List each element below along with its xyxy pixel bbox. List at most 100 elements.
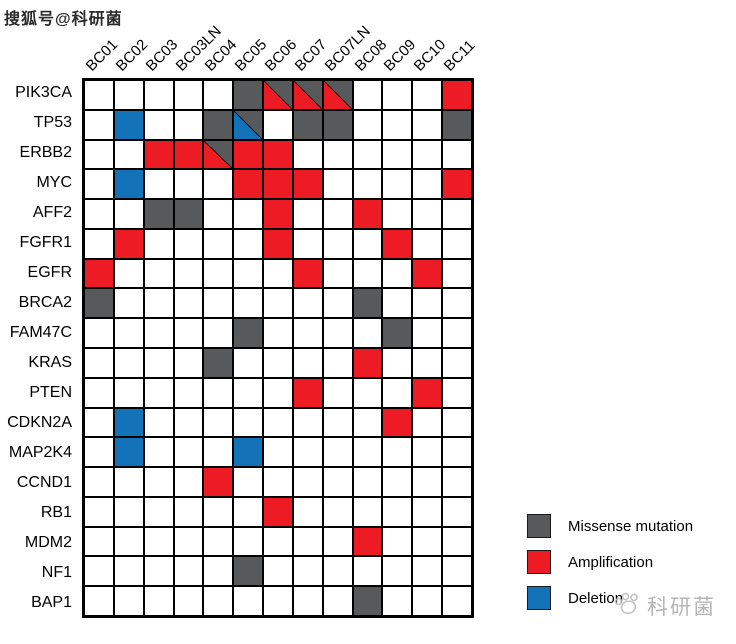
cell-CDKN2A-BC03 [144, 408, 173, 437]
legend-label: Deletion [568, 589, 624, 607]
cell-EGFR-BC07LN [323, 259, 352, 288]
cell-FGFR1-BC04 [204, 229, 233, 258]
cell-FAM47C-BC06 [264, 319, 292, 347]
cell-AFF2-BC01 [85, 200, 113, 228]
cell-BRCA2-BC03LN [174, 289, 203, 318]
cell-TP53-BC06 [264, 110, 292, 139]
cell-FGFR1-BC10 [413, 229, 442, 258]
cell-CDKN2A-BC06 [264, 408, 292, 437]
cell-AFF2-BC05 [234, 200, 263, 228]
cell-PIK3CA-BC11 [443, 81, 471, 109]
cell-AFF2-BC09 [383, 200, 412, 228]
column-header-label: BC11 [440, 36, 479, 75]
cell-PTEN-BC05 [234, 378, 263, 407]
cell-AFF2-BC11 [443, 200, 471, 228]
cell-NF1-BC10 [413, 557, 442, 586]
cell-CCND1-BC08 [353, 468, 382, 496]
cell-CCND1-BC06 [264, 468, 292, 496]
gene-label-BAP1: BAP1 [31, 594, 72, 611]
cell-NF1-BC01 [85, 557, 113, 586]
legend-swatch-M [527, 514, 551, 538]
cell-PTEN-BC02 [114, 378, 143, 407]
cell-MAP2K4-BC02 [114, 438, 143, 467]
cell-TP53-BC10 [413, 110, 442, 139]
gene-label-FGFR1: FGFR1 [19, 234, 72, 251]
cell-MYC-BC05 [234, 170, 263, 199]
legend-swatch-A [527, 550, 551, 574]
cell-PIK3CA-BC07LN [323, 81, 352, 109]
cell-CCND1-BC01 [85, 468, 113, 496]
legend: Missense mutation Amplification Deletion [527, 514, 693, 622]
cell-FAM47C-BC08 [353, 319, 382, 347]
cell-AFF2-BC02 [114, 200, 143, 228]
cell-PTEN-BC10 [413, 378, 442, 407]
cell-MYC-BC02 [114, 170, 143, 199]
cell-RB1-BC11 [443, 497, 471, 526]
cell-MDM2-BC01 [85, 527, 113, 556]
cell-BRCA2-BC07LN [323, 289, 352, 318]
legend-label: Missense mutation [568, 517, 694, 535]
cell-PTEN-BC08 [353, 378, 382, 407]
cell-PIK3CA-BC07 [293, 81, 322, 109]
cell-BAP1-BC06 [264, 587, 292, 615]
cell-RB1-BC10 [413, 497, 442, 526]
cell-FAM47C-BC07LN [323, 319, 352, 347]
cell-ERBB2-BC06 [264, 140, 292, 169]
cell-NF1-BC07 [293, 557, 322, 586]
cell-BRCA2-BC03 [144, 289, 173, 318]
cell-AFF2-BC07 [293, 200, 322, 228]
legend-swatch-D [527, 586, 551, 610]
cell-MYC-BC07 [293, 170, 322, 199]
cell-FGFR1-BC07 [293, 229, 322, 258]
watermark-top-left: 搜狐号@科研菌 [4, 11, 123, 28]
cell-EGFR-BC04 [204, 259, 233, 288]
gene-label-MDM2: MDM2 [24, 534, 72, 551]
cell-EGFR-BC08 [353, 259, 382, 288]
legend-item-D: Deletion [527, 586, 693, 610]
cell-MDM2-BC10 [413, 527, 442, 556]
cell-KRAS-BC01 [85, 349, 113, 377]
cell-NF1-BC09 [383, 557, 412, 586]
cell-BRCA2-BC06 [264, 289, 292, 318]
cell-FAM47C-BC07 [293, 319, 322, 347]
cell-FAM47C-BC02 [114, 319, 143, 347]
legend-label: Amplification [568, 553, 654, 571]
cell-PTEN-BC06 [264, 378, 292, 407]
cell-TP53-BC02 [114, 110, 143, 139]
cell-FAM47C-BC11 [443, 319, 471, 347]
cell-PTEN-BC04 [204, 378, 233, 407]
gene-label-MAP2K4: MAP2K4 [8, 444, 72, 461]
cell-MAP2K4-BC07 [293, 438, 322, 467]
cell-MYC-BC09 [383, 170, 412, 199]
cell-PTEN-BC03 [144, 378, 173, 407]
cell-AFF2-BC03 [144, 200, 173, 228]
cell-CCND1-BC09 [383, 468, 412, 496]
cell-EGFR-BC11 [443, 259, 471, 288]
cell-EGFR-BC05 [234, 259, 263, 288]
cell-FGFR1-BC03LN [174, 229, 203, 258]
cell-BAP1-BC08 [353, 587, 382, 615]
cell-KRAS-BC08 [353, 349, 382, 377]
cell-BAP1-BC07LN [323, 587, 352, 615]
cell-ERBB2-BC03LN [174, 140, 203, 169]
cell-CDKN2A-BC04 [204, 408, 233, 437]
cell-BRCA2-BC05 [234, 289, 263, 318]
cell-BRCA2-BC09 [383, 289, 412, 318]
cell-PIK3CA-BC03LN [174, 81, 203, 109]
cell-AFF2-BC03LN [174, 200, 203, 228]
cell-KRAS-BC09 [383, 349, 412, 377]
cell-RB1-BC03 [144, 497, 173, 526]
cell-RB1-BC08 [353, 497, 382, 526]
cell-RB1-BC03LN [174, 497, 203, 526]
cell-FAM47C-BC04 [204, 319, 233, 347]
column-header-label: BC02 [112, 36, 152, 75]
cell-TP53-BC11 [443, 110, 471, 139]
cell-MAP2K4-BC06 [264, 438, 292, 467]
cell-NF1-BC04 [204, 557, 233, 586]
cell-PTEN-BC11 [443, 378, 471, 407]
gene-label-PIK3CA: PIK3CA [15, 84, 72, 101]
cell-MAP2K4-BC03LN [174, 438, 203, 467]
cell-BAP1-BC10 [413, 587, 442, 615]
cell-TP53-BC03 [144, 110, 173, 139]
cell-MDM2-BC09 [383, 527, 412, 556]
